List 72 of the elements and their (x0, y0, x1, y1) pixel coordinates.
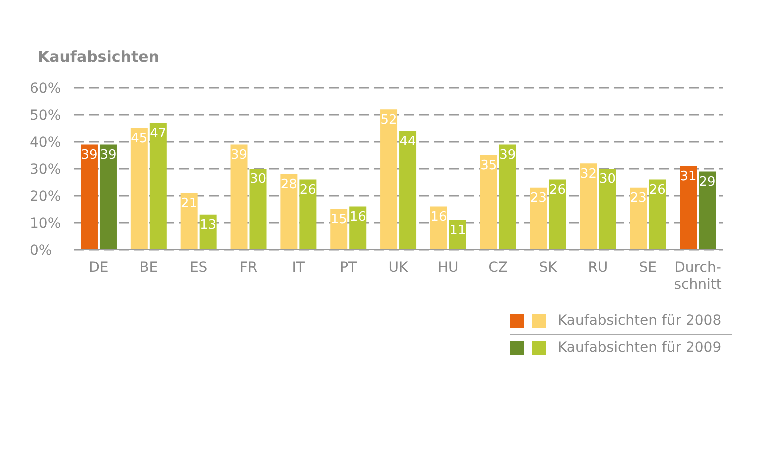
bar (530, 188, 548, 250)
x-tick-label: ES (190, 260, 208, 276)
data-label: 39 (500, 148, 516, 163)
x-tick-label: FR (240, 260, 258, 276)
data-label: 39 (100, 148, 117, 163)
bar (130, 128, 148, 250)
bar (80, 144, 98, 250)
x-tick-label: Durch- schnitt (674, 260, 722, 293)
data-label: 28 (280, 178, 298, 193)
data-label: 39 (81, 148, 98, 163)
x-tick-label: PT (340, 260, 358, 276)
bar (380, 110, 398, 250)
data-label: 13 (200, 218, 217, 234)
x-tick-label: IT (292, 260, 306, 276)
x-tick-label: RU (588, 260, 608, 276)
data-label: 11 (450, 224, 466, 239)
bar (250, 169, 267, 250)
data-label: 52 (380, 112, 398, 128)
data-label: 23 (630, 191, 647, 206)
x-tick-label: SE (639, 260, 657, 276)
data-label: 26 (550, 183, 566, 198)
chart-title: Kaufabsichten (38, 48, 160, 66)
bar (680, 166, 698, 250)
data-label: 44 (400, 134, 416, 150)
legend-label: Kaufabsichten für 2008 (558, 313, 722, 329)
y-tick-label: 50% (30, 108, 62, 124)
bar (580, 164, 598, 250)
y-tick-label: 60% (30, 80, 62, 97)
data-label: 15 (330, 212, 348, 228)
y-tick-label: 40% (30, 134, 62, 151)
data-label: 30 (250, 172, 267, 188)
data-label: 35 (480, 158, 498, 174)
y-tick-label: 30% (30, 162, 62, 178)
legend-label: Kaufabsichten für 2009 (558, 340, 722, 356)
bar (280, 174, 298, 250)
x-tick-label: DE (89, 260, 109, 276)
bar (499, 144, 516, 250)
bar (699, 172, 716, 250)
data-label: 26 (649, 183, 666, 198)
y-tick-label: 10% (30, 216, 62, 232)
data-label: 29 (699, 174, 716, 190)
data-label: 30 (599, 172, 616, 188)
data-label: 32 (580, 166, 597, 182)
data-label: 45 (131, 132, 148, 147)
bar (400, 131, 417, 250)
bar (180, 193, 198, 250)
bar (150, 123, 167, 250)
x-tick-label: HU (438, 260, 459, 276)
data-label: 16 (430, 210, 448, 226)
data-label: 47 (150, 126, 167, 142)
bar (300, 180, 317, 250)
x-tick-label: BE (140, 260, 158, 276)
data-label: 39 (230, 148, 248, 163)
x-tick-label: UK (388, 260, 410, 276)
data-label: 21 (181, 196, 198, 212)
bar (100, 144, 117, 250)
x-tick-label: SK (539, 260, 558, 276)
data-label: 16 (350, 210, 366, 226)
bar (230, 144, 248, 250)
data-label: 31 (680, 170, 697, 185)
data-label: 23 (530, 191, 548, 206)
bar (599, 169, 616, 250)
bar (630, 188, 648, 250)
y-tick-label: 0% (30, 242, 52, 259)
bar (549, 180, 566, 250)
y-tick-label: 20% (30, 188, 62, 205)
bar (649, 180, 666, 250)
bar (350, 206, 367, 250)
bar (480, 156, 498, 250)
bar (330, 210, 348, 250)
data-label: 26 (300, 183, 316, 198)
x-tick-label: CZ (488, 260, 508, 276)
